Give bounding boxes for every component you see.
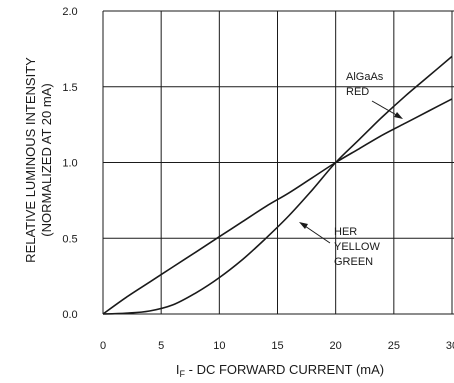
y-axis-title-line1: RELATIVE LUMINOUS INTENSITY: [23, 57, 38, 263]
annotation-her-yellow-green: HER YELLOW GREEN: [299, 222, 380, 268]
annotation-her-arrowhead: [299, 222, 308, 229]
x-tick-label: 25: [388, 340, 400, 352]
annotation-her-line3: GREEN: [334, 256, 373, 268]
y-tick-label: 1.5: [62, 82, 77, 94]
x-tick-label: 20: [330, 340, 342, 352]
annotation-algaas-red-arrowhead: [394, 112, 403, 119]
x-tick-label: 15: [271, 340, 283, 352]
annotation-algaas-red-line2: RED: [346, 86, 369, 98]
annotation-her-arrow: [301, 223, 331, 244]
x-tick-label: 5: [158, 340, 164, 352]
annotation-algaas-red-arrow: [371, 100, 401, 118]
grid: [102, 10, 454, 315]
x-tick-label: 30: [446, 340, 454, 352]
x-axis-title: IF - DC FORWARD CURRENT (mA): [176, 362, 384, 379]
annotation-algaas-red-line1: AlGaAs: [346, 71, 384, 83]
y-tick-label: 0.0: [62, 309, 77, 321]
annotation-her-line1: HER: [334, 226, 357, 238]
y-tick-label: 0.5: [62, 233, 77, 245]
x-tick-label: 0: [100, 340, 106, 352]
series-line-algaas-red: [102, 98, 453, 315]
annotation-her-line2: YELLOW: [334, 241, 380, 253]
x-tick-label: 10: [213, 340, 225, 352]
tick-labels: 0 5 10 15 20 25 30 0.0 0.5 1.0 1.5 2.0: [62, 6, 454, 352]
annotation-algaas-red: AlGaAs RED: [346, 71, 403, 119]
x-axis-title-rest: - DC FORWARD CURRENT (mA): [185, 362, 384, 377]
y-tick-label: 2.0: [62, 6, 77, 18]
curves: [102, 55, 453, 315]
y-tick-label: 1.0: [62, 158, 77, 170]
y-axis-title-line2: (NORMALIZED AT 20 mA): [39, 83, 54, 236]
series-line-her-yellow-green: [102, 55, 453, 315]
x-axis-title-main: I: [176, 362, 180, 377]
x-axis-title-subscript: F: [180, 369, 186, 379]
